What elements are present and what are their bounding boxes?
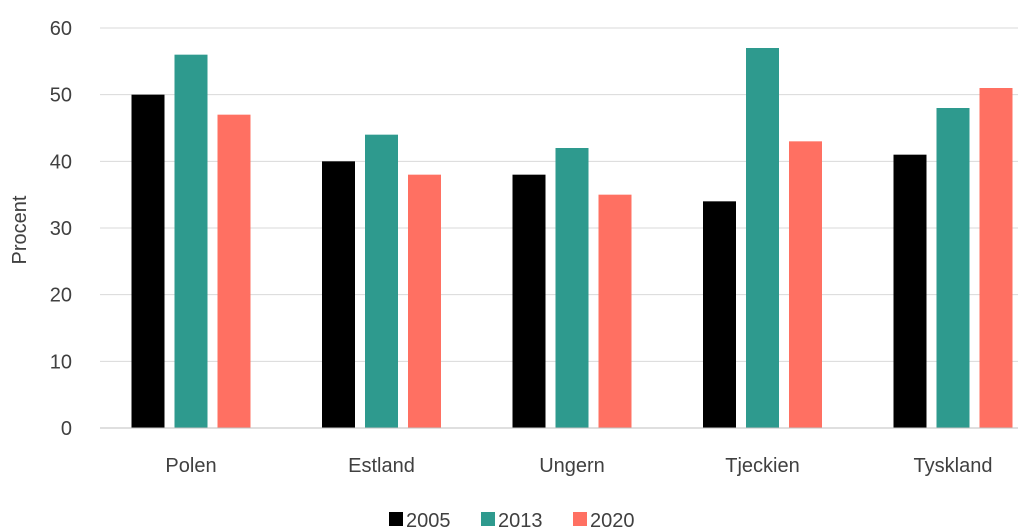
legend-swatch-2013	[481, 512, 495, 526]
bars	[131, 48, 1013, 429]
y-axis-title: Procent	[9, 195, 31, 264]
bar-2005-ungern	[512, 174, 546, 428]
x-category-label: Tyskland	[914, 455, 993, 477]
bar-2020-tjeckien	[789, 141, 822, 429]
bar-2020-tyskland	[979, 88, 1013, 428]
x-axis-categories: Polen Estland Ungern Tjeckien Tyskland	[165, 455, 992, 477]
legend-label-2013: 2013	[498, 510, 543, 530]
x-category-label: Tjeckien	[725, 455, 799, 477]
bar-2013-polen	[174, 54, 208, 429]
bar-2013-estland	[365, 134, 398, 428]
bar-2005-estland	[322, 161, 355, 429]
bar-2013-ungern	[555, 148, 589, 428]
bar-2005-tyskland	[893, 154, 927, 428]
y-tick-label: 0	[61, 418, 72, 440]
legend-swatch-2020	[573, 512, 587, 526]
bar-2020-polen	[217, 114, 251, 429]
bar-2013-tjeckien	[746, 48, 779, 428]
x-category-label: Polen	[165, 455, 216, 477]
bar-2013-tyskland	[936, 108, 970, 428]
bar-2005-polen	[131, 94, 165, 429]
legend-label-2020: 2020	[590, 510, 635, 530]
y-tick-label: 10	[50, 351, 72, 373]
bar-2020-estland	[408, 174, 441, 428]
y-tick-label: 40	[50, 151, 72, 173]
y-axis-ticks: 0 10 20 30 40 50 60	[50, 18, 72, 440]
bar-2020-ungern	[598, 194, 632, 428]
y-tick-label: 50	[50, 85, 72, 107]
y-tick-label: 30	[50, 218, 72, 240]
legend-label-2005: 2005	[406, 510, 451, 530]
x-category-label: Ungern	[539, 455, 605, 477]
x-category-label: Estland	[348, 455, 415, 477]
y-tick-label: 20	[50, 285, 72, 307]
bar-2005-tjeckien	[703, 201, 736, 428]
y-tick-label: 60	[50, 18, 72, 40]
legend-swatch-2005	[389, 512, 403, 526]
legend: 2005 2013 2020	[389, 510, 635, 530]
